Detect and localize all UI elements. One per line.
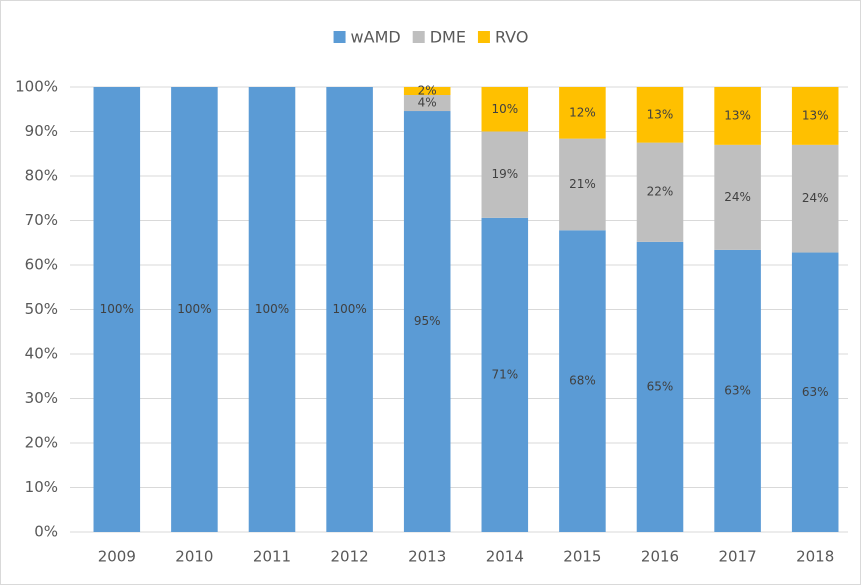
y-tick-label: 10% <box>25 478 58 496</box>
value-label: 65% <box>647 379 674 393</box>
value-label: 24% <box>724 190 751 204</box>
value-label: 95% <box>414 314 441 328</box>
bar-segment <box>791 87 839 145</box>
value-label: 100% <box>177 302 211 316</box>
legend-label: wAMD <box>351 28 401 47</box>
bar-segment <box>171 87 218 532</box>
bar-segment <box>791 144 839 253</box>
bar-segment <box>403 95 451 112</box>
legend-swatch <box>333 31 346 43</box>
bar-segment <box>248 87 296 532</box>
y-tick-label: 30% <box>25 389 58 407</box>
legend-label: DME <box>430 28 466 47</box>
x-tick-label: 2018 <box>796 548 834 566</box>
x-tick-label: 2012 <box>331 548 369 566</box>
value-label: 19% <box>491 167 518 181</box>
x-tick-label: 2013 <box>408 548 446 566</box>
value-label: 100% <box>100 302 134 316</box>
value-label: 63% <box>724 383 751 397</box>
x-tick-label: 2016 <box>641 548 679 566</box>
y-tick-label: 100% <box>15 78 58 96</box>
value-label: 2% <box>418 84 437 98</box>
x-tick-label: 2011 <box>253 548 291 566</box>
value-label: 100% <box>255 302 289 316</box>
bar-segment <box>559 138 606 231</box>
x-tick-label: 2014 <box>486 548 524 566</box>
x-tick-label: 2015 <box>563 548 601 566</box>
y-tick-label: 90% <box>25 122 58 140</box>
bar-segment <box>636 87 684 143</box>
bar-segment <box>403 87 451 96</box>
y-tick-label: 20% <box>25 434 58 452</box>
bar-segment <box>403 111 451 532</box>
value-label: 68% <box>569 374 596 388</box>
y-tick-label: 70% <box>25 211 58 229</box>
value-label: 13% <box>647 107 674 121</box>
value-label: 13% <box>724 108 751 122</box>
bar-segment <box>559 230 606 533</box>
value-label: 100% <box>332 302 366 316</box>
bar-segment <box>636 241 684 533</box>
bar-segment <box>714 144 761 250</box>
y-tick-label: 60% <box>25 256 58 274</box>
value-label: 12% <box>569 105 596 119</box>
value-label: 22% <box>647 185 674 199</box>
bar-segment <box>481 217 529 532</box>
bar-segment <box>93 87 141 532</box>
bar-segment <box>714 249 761 532</box>
x-tick-label: 2010 <box>175 548 213 566</box>
y-tick-label: 0% <box>34 523 58 541</box>
legend-label: RVO <box>495 28 529 47</box>
value-label: 10% <box>491 102 518 116</box>
y-tick-label: 50% <box>25 300 58 318</box>
value-label: 71% <box>491 367 518 381</box>
value-label: 63% <box>802 385 829 399</box>
value-label: 13% <box>802 108 829 122</box>
x-tick-label: 2009 <box>98 548 136 566</box>
bar-segment <box>481 131 529 218</box>
bar-segment <box>636 142 684 242</box>
value-label: 4% <box>418 96 437 110</box>
y-tick-label: 40% <box>25 345 58 363</box>
bar-segment <box>559 87 606 139</box>
bar-segment <box>714 87 761 145</box>
bar-segment <box>326 87 373 532</box>
y-tick-label: 80% <box>25 167 58 185</box>
bar-segment <box>791 252 839 533</box>
legend-swatch <box>477 31 490 43</box>
value-label: 24% <box>802 191 829 205</box>
x-tick-label: 2017 <box>719 548 757 566</box>
legend-swatch <box>412 31 425 43</box>
value-label: 21% <box>569 177 596 191</box>
bar-segment <box>481 87 529 132</box>
